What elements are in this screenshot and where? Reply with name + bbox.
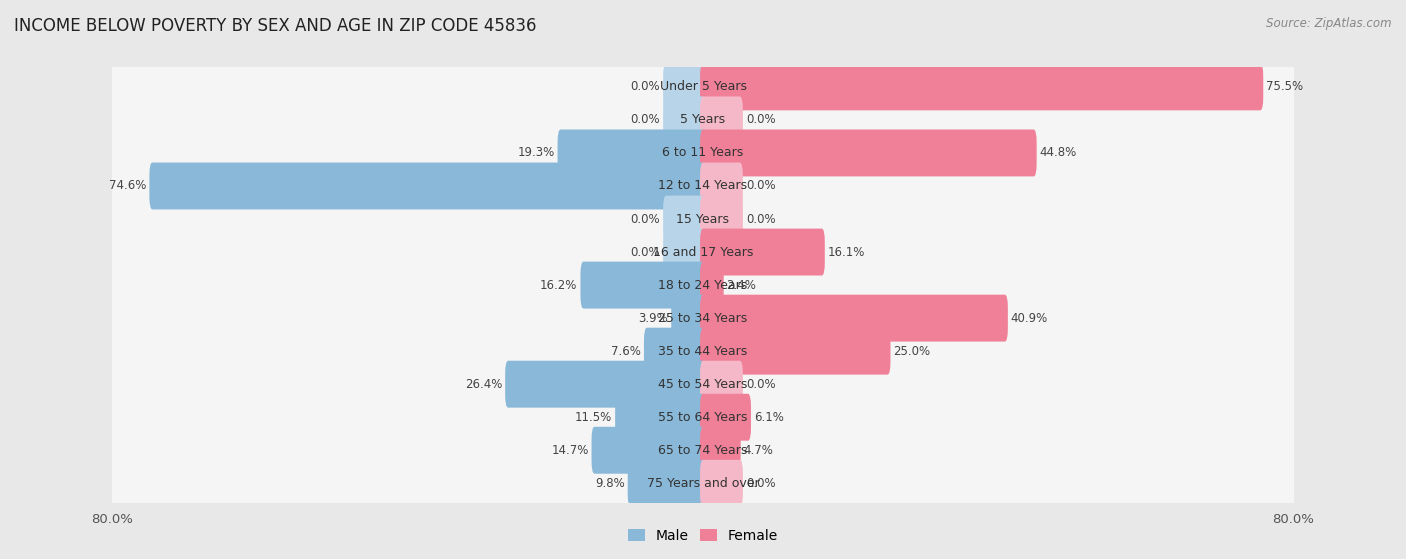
Text: 0.0%: 0.0% bbox=[630, 80, 661, 93]
FancyBboxPatch shape bbox=[616, 394, 706, 440]
Text: 75 Years and over: 75 Years and over bbox=[647, 477, 759, 490]
FancyBboxPatch shape bbox=[627, 460, 706, 507]
Text: 65 to 74 Years: 65 to 74 Years bbox=[658, 444, 748, 457]
Text: Under 5 Years: Under 5 Years bbox=[659, 80, 747, 93]
FancyBboxPatch shape bbox=[110, 260, 1296, 310]
FancyBboxPatch shape bbox=[110, 326, 1296, 376]
Text: 44.8%: 44.8% bbox=[1039, 146, 1077, 159]
Text: 2.4%: 2.4% bbox=[727, 278, 756, 292]
Text: 0.0%: 0.0% bbox=[745, 179, 776, 192]
Text: 74.6%: 74.6% bbox=[110, 179, 146, 192]
FancyBboxPatch shape bbox=[664, 63, 706, 110]
FancyBboxPatch shape bbox=[110, 96, 1296, 144]
FancyBboxPatch shape bbox=[700, 63, 1263, 110]
FancyBboxPatch shape bbox=[110, 129, 1296, 177]
FancyBboxPatch shape bbox=[644, 328, 706, 375]
FancyBboxPatch shape bbox=[671, 295, 706, 342]
Legend: Male, Female: Male, Female bbox=[623, 523, 783, 548]
Text: 26.4%: 26.4% bbox=[465, 378, 502, 391]
FancyBboxPatch shape bbox=[664, 196, 706, 243]
FancyBboxPatch shape bbox=[110, 360, 1296, 409]
Text: 16 and 17 Years: 16 and 17 Years bbox=[652, 245, 754, 259]
FancyBboxPatch shape bbox=[558, 130, 706, 177]
FancyBboxPatch shape bbox=[700, 328, 890, 375]
FancyBboxPatch shape bbox=[700, 97, 742, 143]
Text: 7.6%: 7.6% bbox=[612, 345, 641, 358]
FancyBboxPatch shape bbox=[700, 196, 742, 243]
FancyBboxPatch shape bbox=[700, 229, 825, 276]
FancyBboxPatch shape bbox=[110, 393, 1296, 442]
Text: 5 Years: 5 Years bbox=[681, 113, 725, 126]
Text: 9.8%: 9.8% bbox=[595, 477, 624, 490]
Text: 12 to 14 Years: 12 to 14 Years bbox=[658, 179, 748, 192]
Text: 6.1%: 6.1% bbox=[754, 411, 783, 424]
Text: 35 to 44 Years: 35 to 44 Years bbox=[658, 345, 748, 358]
Text: 0.0%: 0.0% bbox=[745, 113, 776, 126]
Text: 45 to 54 Years: 45 to 54 Years bbox=[658, 378, 748, 391]
FancyBboxPatch shape bbox=[110, 228, 1296, 277]
Text: INCOME BELOW POVERTY BY SEX AND AGE IN ZIP CODE 45836: INCOME BELOW POVERTY BY SEX AND AGE IN Z… bbox=[14, 17, 537, 35]
FancyBboxPatch shape bbox=[700, 361, 742, 408]
FancyBboxPatch shape bbox=[110, 293, 1296, 343]
FancyBboxPatch shape bbox=[110, 195, 1296, 244]
FancyBboxPatch shape bbox=[664, 97, 706, 143]
Text: 19.3%: 19.3% bbox=[517, 146, 554, 159]
Text: 3.9%: 3.9% bbox=[638, 311, 668, 325]
Text: 55 to 64 Years: 55 to 64 Years bbox=[658, 411, 748, 424]
Text: 25 to 34 Years: 25 to 34 Years bbox=[658, 311, 748, 325]
FancyBboxPatch shape bbox=[700, 130, 1036, 177]
Text: 0.0%: 0.0% bbox=[745, 477, 776, 490]
Text: 18 to 24 Years: 18 to 24 Years bbox=[658, 278, 748, 292]
Text: 0.0%: 0.0% bbox=[630, 245, 661, 259]
Text: 0.0%: 0.0% bbox=[630, 212, 661, 225]
FancyBboxPatch shape bbox=[110, 426, 1296, 475]
Text: 11.5%: 11.5% bbox=[575, 411, 612, 424]
Text: 16.1%: 16.1% bbox=[828, 245, 865, 259]
FancyBboxPatch shape bbox=[700, 427, 741, 473]
FancyBboxPatch shape bbox=[110, 63, 1296, 111]
Text: 0.0%: 0.0% bbox=[745, 212, 776, 225]
Text: 75.5%: 75.5% bbox=[1267, 80, 1303, 93]
Text: 0.0%: 0.0% bbox=[745, 378, 776, 391]
Text: 16.2%: 16.2% bbox=[540, 278, 578, 292]
FancyBboxPatch shape bbox=[664, 229, 706, 276]
Text: 15 Years: 15 Years bbox=[676, 212, 730, 225]
Text: 14.7%: 14.7% bbox=[551, 444, 589, 457]
FancyBboxPatch shape bbox=[700, 460, 742, 507]
FancyBboxPatch shape bbox=[592, 427, 706, 473]
Text: Source: ZipAtlas.com: Source: ZipAtlas.com bbox=[1267, 17, 1392, 30]
FancyBboxPatch shape bbox=[149, 163, 706, 210]
FancyBboxPatch shape bbox=[700, 163, 742, 210]
FancyBboxPatch shape bbox=[110, 162, 1296, 210]
Text: 6 to 11 Years: 6 to 11 Years bbox=[662, 146, 744, 159]
FancyBboxPatch shape bbox=[110, 459, 1296, 508]
FancyBboxPatch shape bbox=[700, 394, 751, 440]
FancyBboxPatch shape bbox=[505, 361, 706, 408]
Text: 0.0%: 0.0% bbox=[630, 113, 661, 126]
FancyBboxPatch shape bbox=[581, 262, 706, 309]
Text: 40.9%: 40.9% bbox=[1011, 311, 1047, 325]
FancyBboxPatch shape bbox=[700, 262, 724, 309]
Text: 25.0%: 25.0% bbox=[893, 345, 931, 358]
FancyBboxPatch shape bbox=[700, 295, 1008, 342]
Text: 4.7%: 4.7% bbox=[744, 444, 773, 457]
